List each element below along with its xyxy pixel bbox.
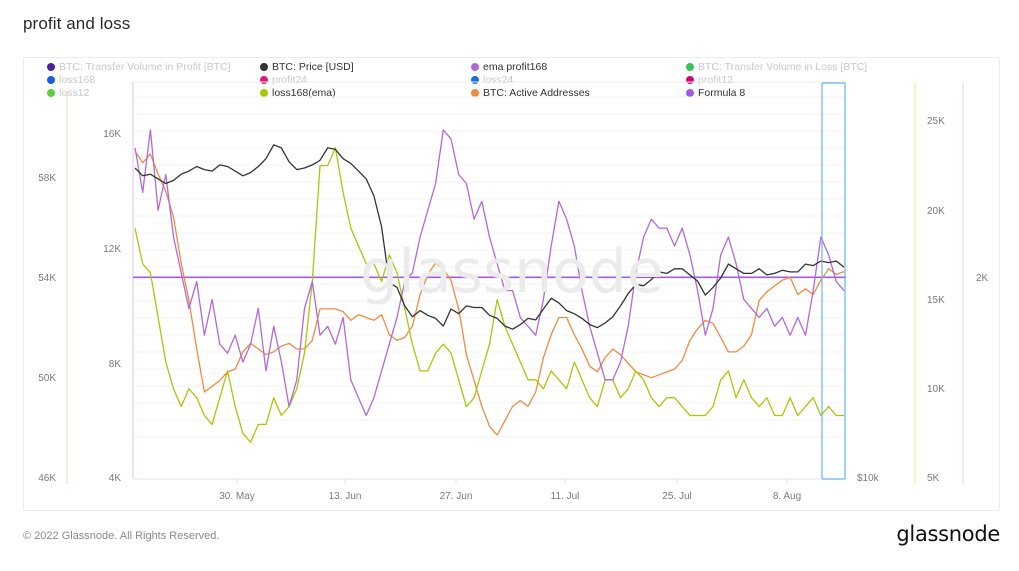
legend-item[interactable]: Formula 8 — [686, 87, 745, 99]
legend-label: Formula 8 — [698, 87, 746, 99]
legend-label: loss168 — [59, 74, 96, 86]
selection-range-box — [821, 82, 846, 480]
left-axis-tick: 8K — [109, 359, 122, 370]
legend-item[interactable]: profit24 — [260, 74, 307, 86]
glassnode-logo[interactable]: glassnode — [896, 522, 1000, 546]
legend-color-dot — [47, 63, 55, 71]
left-axis-tick: 16K — [103, 129, 121, 140]
legend-color-dot — [260, 89, 268, 97]
legend-item[interactable]: loss168 — [47, 74, 95, 86]
series-ema-profit168 — [134, 129, 845, 417]
x-axis-tick: 8. Aug — [773, 491, 801, 502]
legend-color-dot — [686, 89, 694, 97]
far-left-axis-tick: 50K — [38, 373, 56, 384]
legend-item[interactable]: BTC: Price [USD] — [260, 61, 354, 73]
series-btc-price-usd — [134, 144, 845, 330]
legend-color-dot — [686, 76, 694, 84]
legend-item[interactable]: BTC: Transfer Volume in Profit [BTC] — [47, 61, 231, 73]
x-axis-tick: 13. Jun — [329, 491, 362, 502]
legend-color-dot — [47, 89, 55, 97]
legend-label: BTC: Active Addresses — [483, 87, 590, 99]
legend-item[interactable]: profit12 — [686, 74, 733, 86]
legend-label: BTC: Price [USD] — [272, 61, 354, 73]
right-axis-tick: 10K — [927, 384, 945, 395]
legend-label: BTC: Transfer Volume in Profit [BTC] — [59, 61, 231, 73]
page-title: profit and loss — [23, 14, 131, 33]
far-left-axis-tick: 54K — [38, 273, 56, 284]
legend-color-dot — [471, 63, 479, 71]
legend-color-dot — [686, 63, 694, 71]
legend-color-dot — [471, 76, 479, 84]
x-axis-tick: 30. May — [219, 491, 255, 502]
far-right-axis-tick: 2K — [976, 273, 989, 284]
legend-item[interactable]: BTC: Transfer Volume in Loss [BTC] — [686, 61, 867, 73]
watermark: glassnode — [360, 237, 664, 307]
legend-label: profit12 — [698, 74, 734, 86]
legend-color-dot — [260, 76, 268, 84]
legend-label: BTC: Transfer Volume in Loss [BTC] — [698, 61, 868, 73]
legend-label: ema profit168 — [483, 61, 548, 73]
legend-label: loss24 — [483, 74, 514, 86]
far-left-axis-tick: 58K — [38, 173, 56, 184]
legend-label: profit24 — [272, 74, 308, 86]
x-axis-tick: 25. Jul — [662, 491, 691, 502]
legend-item[interactable]: BTC: Active Addresses — [471, 87, 590, 99]
legend-color-dot — [260, 63, 268, 71]
series-loss168-ema — [134, 147, 844, 443]
x-axis-tick: 11. Jul — [551, 491, 580, 502]
copyright-footer: © 2022 Glassnode. All Rights Reserved. — [23, 530, 220, 542]
legend-item[interactable]: loss24 — [471, 74, 513, 86]
x-axis-tick: 27. Jun — [440, 491, 473, 502]
left-axis-tick: 4K — [109, 473, 122, 484]
legend-item[interactable]: ema profit168 — [471, 61, 547, 73]
legend-item[interactable]: loss168(ema) — [260, 87, 336, 99]
legend-color-dot — [47, 76, 55, 84]
legend-label: loss168(ema) — [272, 87, 336, 99]
right-axis-tick: 5K — [927, 473, 940, 484]
right-axis-tick: 25K — [927, 116, 945, 127]
right-axis-tick: 20K — [927, 206, 945, 217]
price-axis-tick: $10k — [857, 473, 880, 484]
right-axis-tick: 15K — [927, 295, 945, 306]
far-left-axis-tick: 46K — [38, 473, 56, 484]
left-axis-tick: 12K — [103, 244, 121, 255]
series-btc-active-addresses — [134, 150, 845, 436]
chart-panel — [23, 57, 1000, 511]
legend-color-dot — [471, 89, 479, 97]
